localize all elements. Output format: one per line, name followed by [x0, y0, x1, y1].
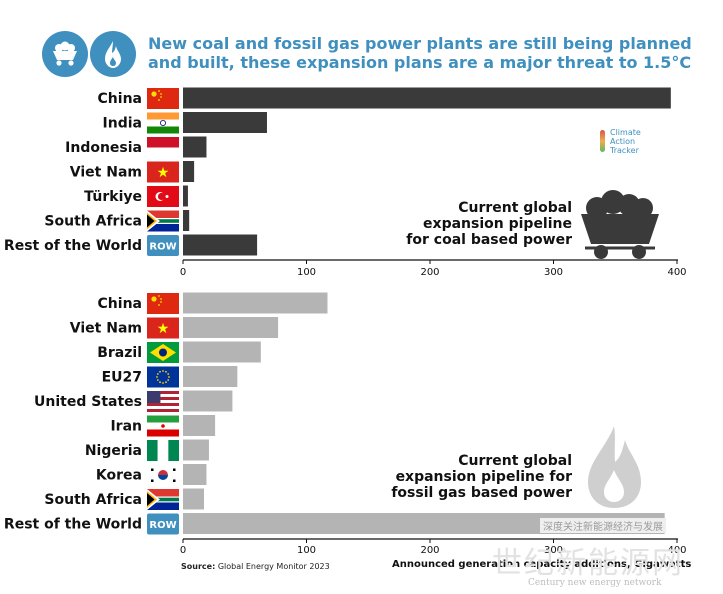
- bar: [183, 488, 204, 510]
- pipeline-annotation: fossil gas based power: [391, 485, 572, 501]
- flame-illustration: [588, 426, 641, 508]
- svg-text:★: ★: [157, 321, 170, 337]
- flame-badge: [90, 31, 136, 77]
- category-label: Rest of the World: [4, 517, 142, 533]
- logo-line-2: Action: [610, 137, 636, 146]
- flag-eu-icon: [147, 366, 179, 388]
- pipeline-annotation: for coal based power: [406, 232, 572, 248]
- coal-cart-badge: [42, 31, 88, 77]
- x-tick-label: 100: [297, 545, 316, 556]
- bar: [183, 366, 238, 387]
- thermometer-icon: [600, 130, 605, 152]
- flag-kr-icon: [147, 464, 179, 486]
- flag-cn-icon: [147, 88, 179, 109]
- bar: [183, 464, 207, 485]
- title-line-1: New coal and fossil gas power plants are…: [148, 34, 692, 53]
- category-label: India: [103, 116, 142, 132]
- flag-id-icon: [147, 137, 179, 158]
- bar: [183, 185, 188, 207]
- category-label: South Africa: [44, 492, 142, 508]
- flame-icon: [105, 41, 121, 68]
- coal-cart-illustration: [581, 190, 659, 259]
- category-label: Nigeria: [85, 443, 142, 459]
- watermark-logo-text: 世纪新能源网: [492, 546, 684, 581]
- bar: [183, 439, 209, 461]
- x-tick-label: 400: [667, 267, 686, 278]
- bar: [183, 317, 279, 338]
- source-note: Source: Global Energy Monitor 2023: [181, 562, 330, 571]
- svg-text:ROW: ROW: [149, 242, 176, 253]
- source-label: Source:: [181, 562, 216, 571]
- category-label: Indonesia: [65, 140, 142, 156]
- x-tick-label: 300: [544, 545, 563, 556]
- bar: [183, 415, 216, 436]
- category-label: EU27: [102, 370, 142, 386]
- pipeline-annotation: Current global: [458, 200, 572, 216]
- chart-title: New coal and fossil gas power plants are…: [148, 34, 708, 72]
- x-tick-label: 300: [544, 267, 563, 278]
- x-axis-label: Announced generation capacity additions,…: [392, 559, 692, 570]
- x-tick-label: 0: [180, 545, 186, 556]
- x-tick-label: 400: [667, 545, 686, 556]
- flag-us-icon: [147, 391, 179, 412]
- flag-vn-icon: ★: [147, 317, 179, 339]
- flag-za-icon: [147, 210, 179, 232]
- watermark-subtitle: Century new energy network: [528, 578, 662, 588]
- category-label: Korea: [96, 468, 142, 484]
- gas-chart: China Viet Nam ★ Brazil EU27 United States Ira…: [4, 292, 687, 556]
- category-label: South Africa: [44, 214, 142, 230]
- category-label: Iran: [110, 419, 142, 435]
- watermark-text: 深度关注新能源经济与发展: [540, 518, 666, 533]
- x-tick-label: 0: [180, 267, 186, 278]
- category-label: Viet Nam: [70, 321, 142, 337]
- pipeline-annotation: expansion pipeline: [423, 216, 572, 232]
- x-tick-label: 200: [420, 545, 439, 556]
- category-label: Brazil: [97, 345, 142, 361]
- category-label: China: [98, 91, 142, 107]
- bar: [183, 112, 267, 133]
- title-line-2: and built, these expansion plans are a m…: [148, 53, 692, 72]
- bar: [183, 161, 195, 182]
- pipeline-annotation: Current global: [458, 453, 572, 469]
- bar: [183, 210, 190, 231]
- flag-za-icon: [147, 489, 179, 510]
- category-label: China: [98, 296, 142, 312]
- bar: [183, 87, 671, 109]
- logo-line-1: Climate: [610, 128, 641, 137]
- bar: [183, 341, 261, 363]
- climate-action-tracker-logo: Climate Action Tracker: [600, 128, 641, 155]
- flag-row-icon: ROW: [147, 235, 179, 256]
- source-text: Global Energy Monitor 2023: [217, 562, 330, 571]
- flag-tr-icon: [147, 186, 179, 207]
- flag-cn-icon: [147, 293, 179, 314]
- coal-chart: China India Indonesia Viet Nam ★ Türkiye South…: [4, 87, 687, 278]
- flag-ir-icon: [147, 415, 179, 437]
- logo-line-3: Tracker: [610, 146, 639, 155]
- category-label: Viet Nam: [70, 165, 142, 181]
- coal-cart-icon: [53, 41, 77, 66]
- pipeline-annotation: expansion pipeline for: [396, 469, 573, 485]
- flag-row-icon: ROW: [147, 513, 179, 535]
- category-label: Türkiye: [84, 189, 142, 205]
- bar: [183, 136, 207, 158]
- svg-text:★: ★: [157, 165, 170, 181]
- flag-br-icon: [147, 342, 179, 363]
- bar: [183, 390, 233, 412]
- x-tick-label: 200: [420, 267, 439, 278]
- x-tick-label: 100: [297, 267, 316, 278]
- flag-vn-icon: ★: [147, 161, 179, 183]
- category-label: United States: [34, 394, 142, 410]
- flag-in-icon: [147, 112, 179, 134]
- flag-ng-icon: [147, 440, 179, 461]
- svg-text:ROW: ROW: [149, 520, 176, 531]
- bar: [183, 234, 258, 256]
- category-label: Rest of the World: [4, 238, 142, 254]
- bar: [183, 292, 328, 314]
